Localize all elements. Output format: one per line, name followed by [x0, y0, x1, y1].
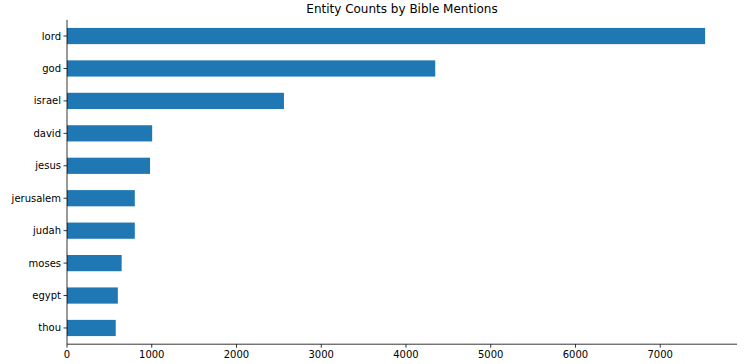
x-axis-line	[67, 344, 737, 345]
y-tick	[64, 295, 68, 296]
bar	[67, 158, 150, 174]
y-tick	[64, 230, 68, 231]
bar	[67, 28, 705, 44]
bar	[67, 190, 135, 206]
category-label: david	[33, 128, 61, 139]
category-label: moses	[29, 258, 61, 269]
y-tick	[64, 133, 68, 134]
x-tick	[660, 344, 661, 348]
bar	[67, 125, 152, 141]
x-tick-label: 5000	[478, 349, 503, 360]
x-tick	[405, 344, 406, 348]
x-tick-label: 4000	[393, 349, 418, 360]
x-tick-label: 1000	[139, 349, 164, 360]
x-tick	[490, 344, 491, 348]
y-tick	[64, 327, 68, 328]
x-tick-label: 2000	[224, 349, 249, 360]
x-tick	[151, 344, 152, 348]
x-tick	[575, 344, 576, 348]
bar	[67, 255, 122, 271]
bar	[67, 223, 135, 239]
category-label: judah	[32, 225, 61, 236]
category-label: lord	[42, 31, 61, 42]
x-tick-label: 3000	[309, 349, 334, 360]
category-label: thou	[38, 322, 61, 333]
y-tick	[64, 198, 68, 199]
bar	[67, 287, 118, 303]
x-tick	[321, 344, 322, 348]
y-tick	[64, 263, 68, 264]
bar	[67, 93, 284, 109]
bar	[67, 320, 116, 336]
chart: Entity Counts by Bible Mentions 0 1000 2000…	[0, 0, 744, 364]
x-tick-label: 7000	[647, 349, 672, 360]
category-label: jesus	[34, 160, 61, 171]
category-label: jerusalem	[11, 193, 61, 204]
x-tick-label: 6000	[563, 349, 588, 360]
category-label: israel	[34, 95, 61, 106]
y-tick	[64, 165, 68, 166]
y-tick	[64, 100, 68, 101]
category-label: egypt	[32, 290, 61, 301]
x-tick	[236, 344, 237, 348]
category-label: god	[42, 63, 61, 74]
y-tick	[64, 36, 68, 37]
y-tick	[64, 68, 68, 69]
x-tick	[67, 344, 68, 348]
x-tick-label: 0	[64, 349, 70, 360]
bar	[67, 60, 435, 76]
title: Entity Counts by Bible Mentions	[306, 2, 497, 16]
